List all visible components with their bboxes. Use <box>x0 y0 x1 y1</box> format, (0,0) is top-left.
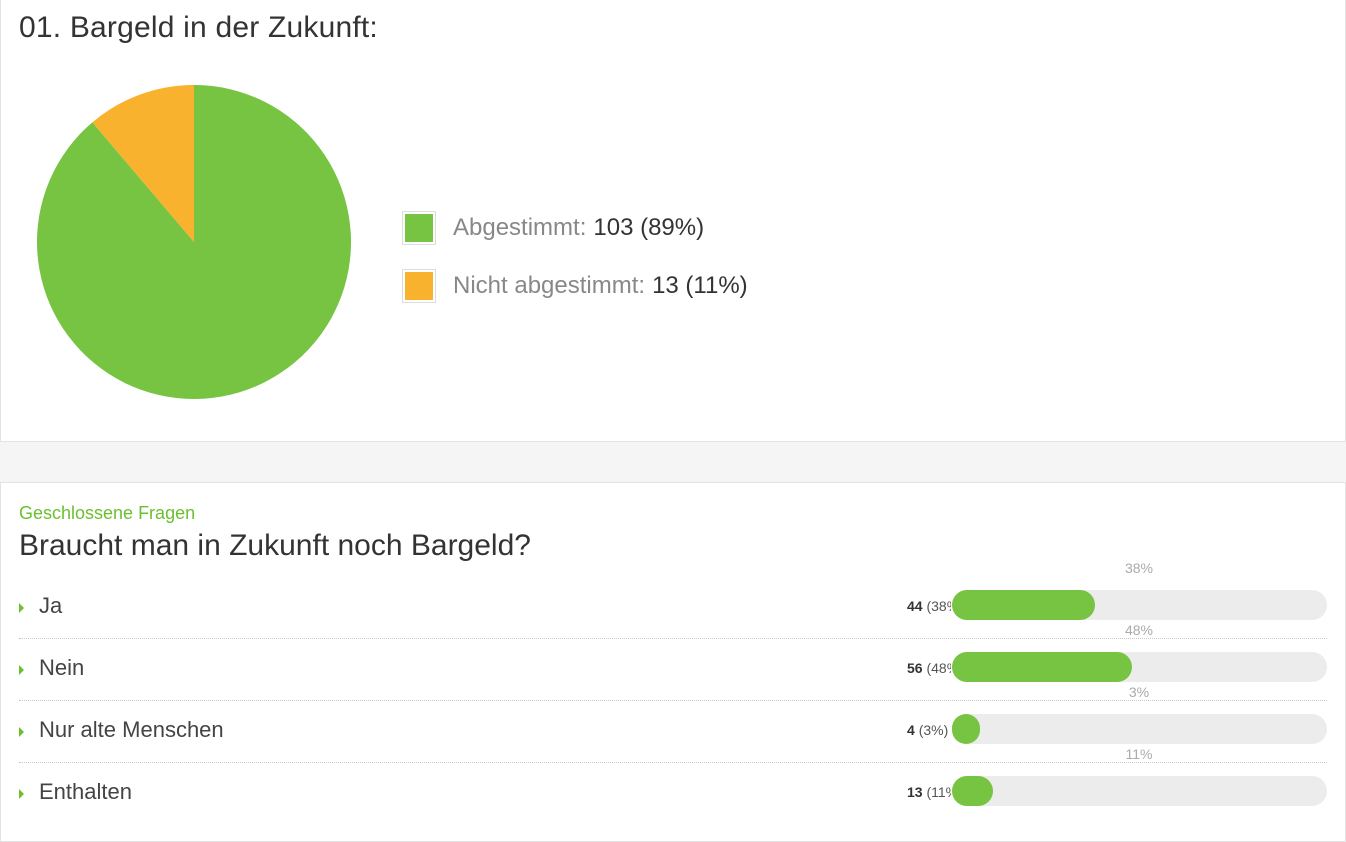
answer-percent-label: 38% <box>1124 560 1154 576</box>
legend-label-not-voted: Nicht abgestimmt: <box>453 272 646 299</box>
answer-count: 4 (3%) <box>907 722 951 742</box>
answer-label: Nein <box>39 655 85 680</box>
legend-label-voted: Abgestimmt: <box>453 214 587 241</box>
answer-bar-track <box>952 776 1327 806</box>
pie-slice-nicht-abgestimmt <box>92 85 194 242</box>
answer-count-number: 4 <box>907 722 915 738</box>
answer-count: 44 (38%) <box>907 598 951 618</box>
question-title: Braucht man in Zukunft noch Bargeld? <box>19 529 531 562</box>
answer-count-number: 13 <box>907 784 923 800</box>
answer-label: Enthalten <box>39 779 132 804</box>
answer-row-ja[interactable]: Ja 44 (38%) 38% <box>19 560 1327 639</box>
answer-count-percent: (48%) <box>926 660 951 676</box>
section-title: 01. Bargeld in der Zukunft: <box>19 11 378 44</box>
expand-caret-icon <box>19 727 24 737</box>
answer-bar-fill <box>952 652 1132 682</box>
answer-bar-track <box>952 652 1327 682</box>
votes-pie-chart <box>37 85 351 399</box>
answer-percent-label: 48% <box>1124 622 1154 638</box>
answer-bar-fill <box>952 714 980 744</box>
legend-item-voted: Abgestimmt: 103 (89%) <box>403 209 704 247</box>
answer-count: 13 (11%) <box>907 784 951 804</box>
answer-bar-fill <box>952 776 994 806</box>
answer-bar-fill <box>952 590 1095 620</box>
legend-item-not-voted: Nicht abgestimmt: 13 (11%) <box>403 267 748 305</box>
answer-count-percent: (3%) <box>918 722 949 738</box>
answer-count-number: 56 <box>907 660 923 676</box>
poll-summary-card: 01. Bargeld in der Zukunft: Abgestimmt: … <box>0 0 1346 442</box>
answer-count-percent: (38%) <box>926 598 951 614</box>
answer-row-nein[interactable]: Nein 56 (48%) 48% <box>19 622 1327 701</box>
legend-value-not-voted: 13 (11%) <box>652 272 748 299</box>
expand-caret-icon <box>19 665 24 675</box>
expand-caret-icon <box>19 603 24 613</box>
legend-value-voted: 103 (89%) <box>593 214 705 241</box>
pie-slice-abgestimmt <box>37 85 351 399</box>
legend-swatch-not-voted <box>403 270 435 302</box>
legend-swatch-voted <box>403 212 435 244</box>
answer-percent-label: 11% <box>1125 746 1153 762</box>
answer-label: Nur alte Menschen <box>39 717 224 742</box>
answer-count: 56 (48%) <box>907 660 951 680</box>
answer-row-enthalten[interactable]: Enthalten 13 (11%) 11% <box>19 746 1327 825</box>
answer-row-nur-alte-menschen[interactable]: Nur alte Menschen 4 (3%) 3% <box>19 684 1327 763</box>
answer-percent-label: 3% <box>1128 684 1150 700</box>
question-category: Geschlossene Fragen <box>19 503 196 523</box>
answer-bar-track <box>952 714 1327 744</box>
answer-count-percent: (11%) <box>926 784 951 800</box>
answer-label: Ja <box>39 593 63 618</box>
expand-caret-icon <box>19 789 24 799</box>
answer-count-number: 44 <box>907 598 923 614</box>
answer-bar-track <box>952 590 1327 620</box>
question-card: Geschlossene Fragen Braucht man in Zukun… <box>0 482 1346 842</box>
